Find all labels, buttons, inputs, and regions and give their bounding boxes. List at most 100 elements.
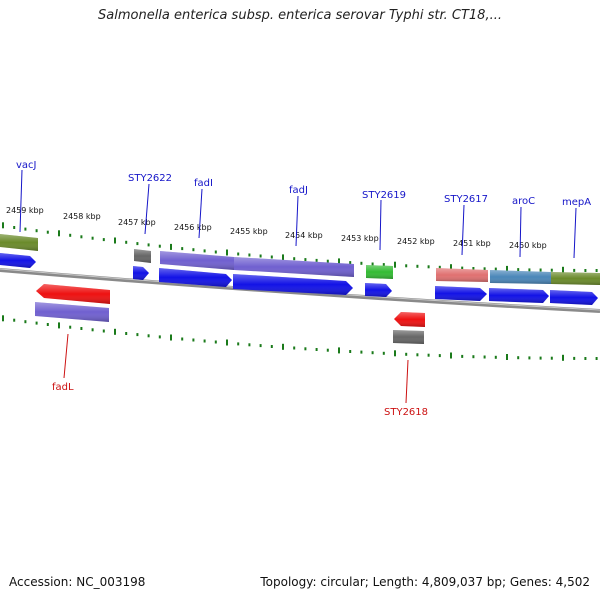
major-tick: [226, 249, 228, 256]
gene-label-STY2619[interactable]: STY2619: [362, 190, 406, 201]
topology-summary: Topology: circular; Length: 4,809,037 bp…: [260, 575, 590, 589]
major-tick: [114, 328, 116, 335]
minor-tick: [147, 243, 150, 247]
minor-tick: [13, 318, 16, 322]
cds-STY2619-forward: [365, 283, 392, 297]
feature-vacJ-cog: [0, 234, 38, 251]
cds-fadI-forward: [159, 268, 232, 287]
minor-tick: [248, 343, 251, 347]
minor-tick: [125, 240, 128, 244]
minor-tick: [270, 345, 273, 348]
minor-tick: [24, 227, 27, 231]
major-tick: [170, 243, 172, 250]
feature-STY2617-cog: [436, 268, 488, 282]
kbp-label-2457: 2457 kbp: [118, 218, 156, 227]
minor-tick: [35, 229, 38, 233]
major-tick: [506, 354, 508, 360]
minor-tick: [192, 338, 195, 342]
major-tick: [226, 339, 228, 346]
callout-fadI: [198, 188, 203, 239]
gene-label-STY2618[interactable]: STY2618: [384, 407, 428, 418]
major-tick: [450, 352, 452, 359]
minor-tick: [158, 335, 161, 339]
minor-tick: [69, 325, 72, 329]
minor-tick: [483, 355, 486, 359]
minor-tick: [584, 269, 587, 272]
gene-label-aroC[interactable]: aroC: [512, 196, 535, 207]
gene-label-fadJ[interactable]: fadJ: [289, 185, 308, 196]
callout-vacJ: [19, 169, 23, 233]
kbp-label-2456: 2456 kbp: [174, 223, 212, 232]
major-tick: [394, 261, 396, 268]
accession-text: Accession: NC_003198: [9, 575, 146, 589]
cds-fadL-reverse: [36, 284, 110, 304]
minor-tick: [472, 267, 475, 270]
minor-tick: [181, 247, 184, 251]
gene-label-fadL[interactable]: fadL: [52, 382, 74, 393]
minor-tick: [237, 252, 240, 256]
minor-tick: [382, 351, 385, 355]
gene-label-vacJ[interactable]: vacJ: [16, 160, 37, 171]
major-tick: [338, 258, 340, 265]
major-tick: [450, 264, 452, 271]
feature-aroC-cog: [490, 270, 551, 284]
gene-label-mepA[interactable]: mepA: [562, 197, 591, 208]
cds-STY2617-forward: [435, 286, 487, 301]
minor-tick: [315, 348, 318, 351]
major-tick: [562, 354, 564, 361]
minor-tick: [147, 334, 150, 338]
minor-tick: [595, 357, 598, 360]
minor-tick: [158, 244, 161, 248]
minor-tick: [416, 264, 419, 268]
minor-tick: [405, 264, 408, 268]
minor-tick: [270, 255, 273, 259]
minor-tick: [315, 258, 318, 262]
feature-STY2619-cog: [366, 265, 393, 279]
minor-tick: [539, 356, 542, 360]
major-tick: [2, 315, 4, 322]
callout-fadL: [63, 333, 69, 379]
minor-tick: [438, 265, 441, 269]
callout-fadJ: [295, 195, 299, 247]
kbp-label-2450: 2450 kbp: [509, 241, 547, 250]
feature-fadL-cog: [35, 302, 109, 322]
major-tick: [2, 222, 4, 229]
kbp-label-2455: 2455 kbp: [230, 227, 268, 236]
minor-tick: [427, 353, 430, 357]
gene-label-STY2617[interactable]: STY2617: [444, 194, 488, 205]
minor-tick: [550, 356, 553, 360]
minor-tick: [349, 350, 352, 353]
minor-tick: [214, 340, 217, 344]
major-tick: [506, 265, 508, 272]
callout-STY2619: [379, 199, 382, 251]
minor-tick: [461, 354, 464, 358]
minor-tick: [494, 267, 497, 271]
cds-STY2618-reverse: [394, 312, 425, 327]
inner-tick-ring: [2, 315, 598, 361]
minor-tick: [304, 258, 307, 262]
minor-tick: [13, 226, 16, 229]
gene-label-STY2622[interactable]: STY2622: [128, 173, 172, 184]
feature-fadI-cog: [160, 251, 234, 270]
kbp-label-2459: 2459 kbp: [6, 206, 44, 215]
minor-tick: [494, 355, 497, 359]
gene-label-fadI[interactable]: fadI: [194, 178, 213, 189]
cds-vacJ-forward: [0, 253, 36, 268]
minor-tick: [371, 351, 374, 355]
minor-tick: [136, 242, 139, 246]
feature-STY2618-cog: [393, 330, 424, 344]
kbp-label-2458: 2458 kbp: [63, 212, 101, 221]
minor-tick: [360, 261, 363, 265]
minor-tick: [326, 259, 329, 263]
minor-tick: [35, 321, 38, 325]
minor-tick: [349, 261, 352, 265]
kbp-label-2453: 2453 kbp: [341, 234, 379, 243]
minor-tick: [528, 356, 531, 360]
minor-tick: [203, 339, 206, 343]
major-tick: [338, 347, 340, 354]
minor-tick: [293, 257, 296, 261]
minor-tick: [371, 262, 374, 266]
minor-tick: [91, 328, 94, 332]
kbp-label-2451: 2451 kbp: [453, 239, 491, 248]
